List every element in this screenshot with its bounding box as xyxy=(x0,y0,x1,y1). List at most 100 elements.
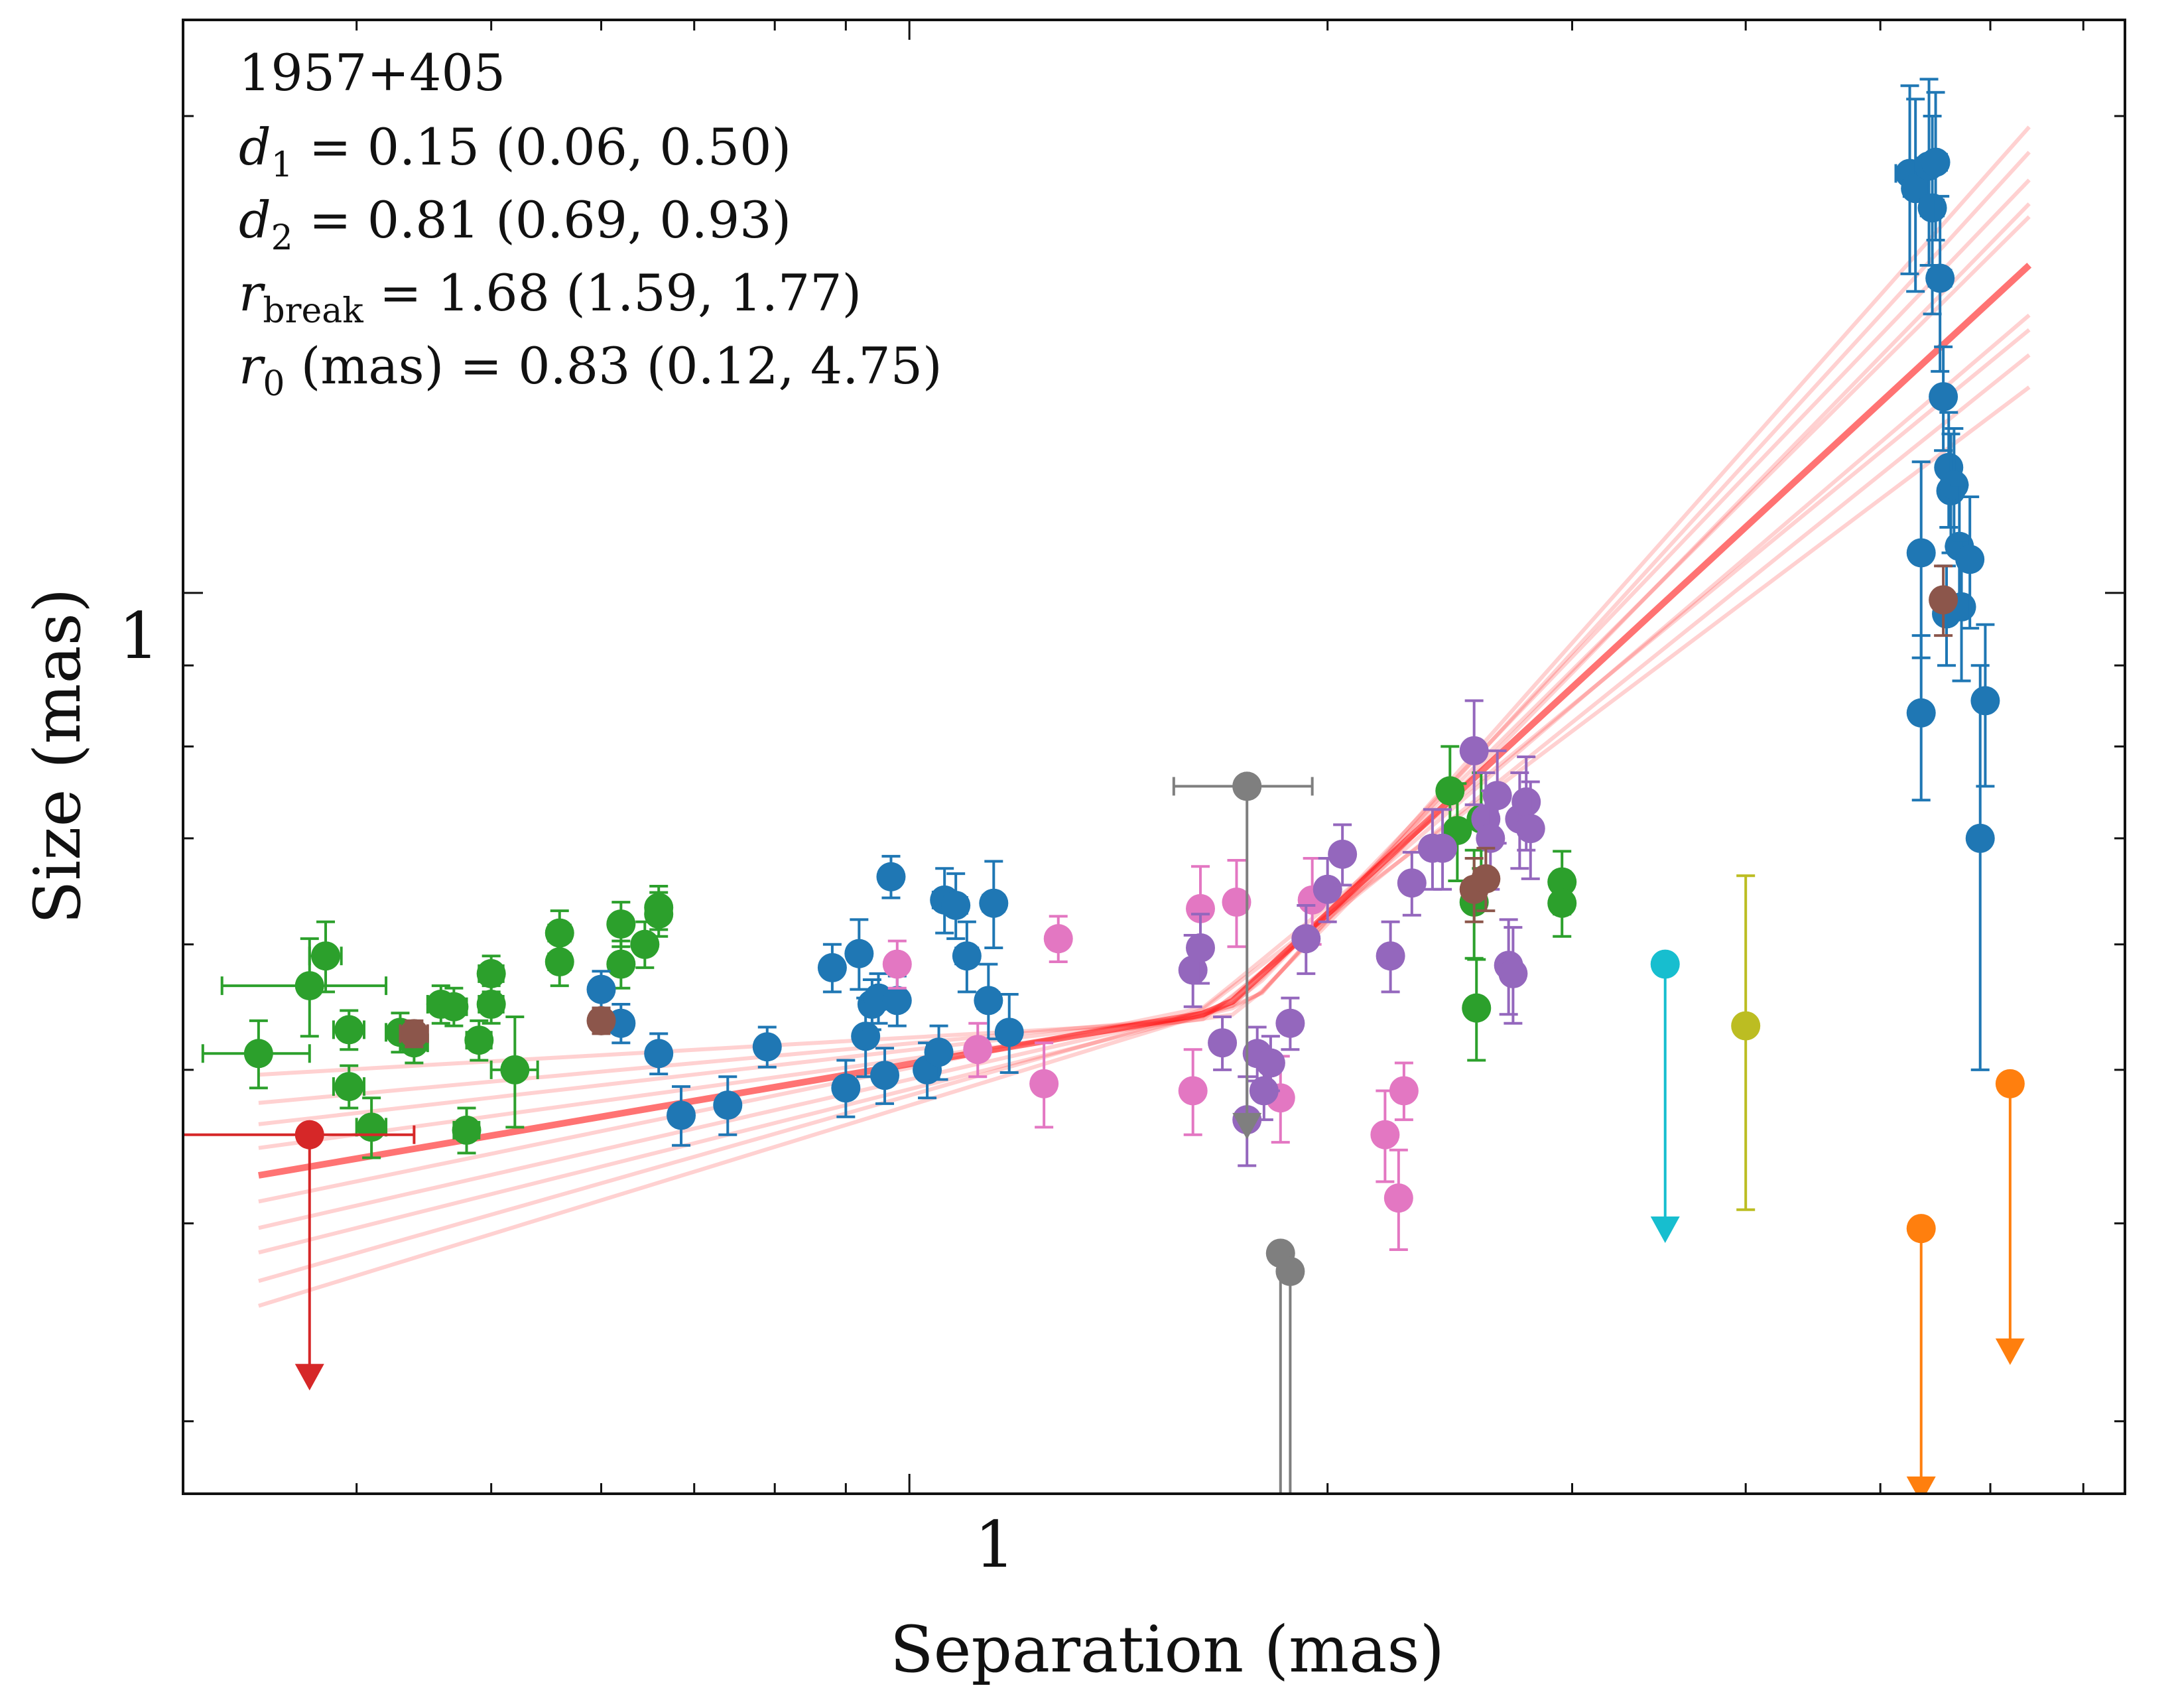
point-green xyxy=(476,958,506,988)
point-green xyxy=(1547,888,1577,918)
point-blue xyxy=(876,862,906,891)
point-blue xyxy=(1921,147,1951,177)
fit-line xyxy=(258,202,2031,1150)
point-blue xyxy=(1965,823,1995,853)
point-green xyxy=(644,893,674,923)
point-green xyxy=(1435,776,1465,806)
fit-line xyxy=(258,328,2031,1204)
y-tick-label-1: 1 xyxy=(119,599,159,673)
fit-line xyxy=(258,178,2031,1283)
point-green xyxy=(243,1039,273,1069)
x-tick-label-1: 1 xyxy=(974,1508,1015,1582)
point-purple xyxy=(1511,787,1541,817)
annotation-d2: d2 = 0.81 (0.69, 0.93) xyxy=(239,190,791,258)
upper-limit-point-red-limit xyxy=(294,1120,324,1150)
point-purple xyxy=(1459,736,1489,765)
point-blue xyxy=(870,1061,900,1090)
axis-ticks xyxy=(182,20,2125,1494)
annotation-r-break: rbreak = 1.68 (1.59, 1.77) xyxy=(239,263,862,331)
annotation-block: 1957+405 d1 = 0.15 (0.06, 0.50) d2 = 0.8… xyxy=(239,43,942,404)
fit-line xyxy=(258,353,2031,1077)
source-name: 1957+405 xyxy=(239,43,505,102)
annotation-r0: r0 (mas) = 0.83 (0.12, 4.75) xyxy=(239,336,942,404)
upper-limit-arrow-gray xyxy=(1232,1112,1262,1140)
upper-limit-point-cyan-limit xyxy=(1650,949,1680,979)
upper-limit-arrow-orange-limit xyxy=(1906,1477,1936,1494)
point-pink xyxy=(1370,1120,1400,1150)
point-blue xyxy=(844,939,874,968)
point-pink xyxy=(1389,1076,1419,1106)
point-blue xyxy=(882,986,912,1016)
point-purple xyxy=(1328,839,1358,869)
point-green xyxy=(439,992,469,1021)
point-blue xyxy=(817,953,847,982)
plot-frame xyxy=(182,19,2126,1495)
point-purple xyxy=(1376,941,1405,971)
point-green xyxy=(1462,993,1492,1023)
x-axis-label: Separation (mas) xyxy=(890,1612,1444,1687)
point-blue xyxy=(924,1037,954,1067)
point-green xyxy=(311,941,341,971)
upper-limit-point-gray xyxy=(1232,771,1262,801)
point-pink xyxy=(1222,887,1251,917)
point-purple xyxy=(1428,833,1458,863)
point-brown xyxy=(586,1006,616,1035)
point-olive-limit xyxy=(1731,1011,1761,1041)
point-blue xyxy=(1929,382,1958,412)
point-blue xyxy=(752,1032,782,1062)
point-green xyxy=(544,918,574,948)
point-brown xyxy=(1471,864,1501,893)
point-brown xyxy=(1929,585,1958,615)
point-blue xyxy=(974,986,1003,1016)
point-green xyxy=(606,909,636,939)
upper-limit-point-gray xyxy=(1275,1256,1305,1286)
point-green xyxy=(334,1015,364,1045)
point-blue xyxy=(1970,686,2000,716)
point-purple xyxy=(1275,1008,1305,1038)
point-blue xyxy=(1906,538,1936,568)
point-pink xyxy=(1043,924,1073,954)
point-pink xyxy=(1029,1069,1059,1098)
point-blue xyxy=(1955,545,1985,574)
point-blue xyxy=(1925,263,1955,293)
point-blue xyxy=(941,890,971,920)
point-blue xyxy=(979,888,1009,918)
fit-line xyxy=(258,125,2031,1308)
point-pink xyxy=(1383,1183,1413,1213)
point-pink xyxy=(963,1035,993,1065)
point-blue xyxy=(667,1100,696,1130)
upper-limit-arrow-orange-limit xyxy=(1995,1338,2025,1365)
point-purple xyxy=(1498,958,1528,988)
upper-limit-arrow-cyan-limit xyxy=(1650,1216,1680,1244)
point-blue xyxy=(952,941,982,971)
point-green xyxy=(294,971,324,1001)
point-green xyxy=(606,949,636,979)
point-purple xyxy=(1208,1028,1238,1058)
point-blue xyxy=(851,1021,881,1051)
point-purple xyxy=(1291,924,1321,954)
fit-line xyxy=(258,263,2032,1179)
point-green xyxy=(464,1025,494,1055)
point-pink xyxy=(1186,893,1216,923)
point-blue xyxy=(1917,193,1947,223)
point-blue xyxy=(1901,174,1931,204)
point-pink xyxy=(882,949,912,979)
point-blue xyxy=(1906,698,1936,728)
annotation-d1: d1 = 0.15 (0.06, 0.50) xyxy=(239,117,791,185)
fit-line xyxy=(258,215,2031,1230)
fit-line xyxy=(258,151,2031,1255)
point-pink xyxy=(1178,1076,1208,1106)
point-blue xyxy=(713,1090,743,1120)
point-green xyxy=(476,990,506,1019)
point-green xyxy=(452,1115,481,1145)
upper-limit-point-orange-limit xyxy=(1995,1069,2025,1098)
point-blue xyxy=(994,1018,1024,1047)
point-brown xyxy=(399,1019,429,1049)
point-green xyxy=(500,1055,530,1084)
point-purple xyxy=(1186,933,1216,962)
fit-line xyxy=(258,313,2031,1126)
point-blue xyxy=(644,1039,674,1069)
point-purple xyxy=(1313,874,1342,904)
point-green xyxy=(630,929,660,959)
